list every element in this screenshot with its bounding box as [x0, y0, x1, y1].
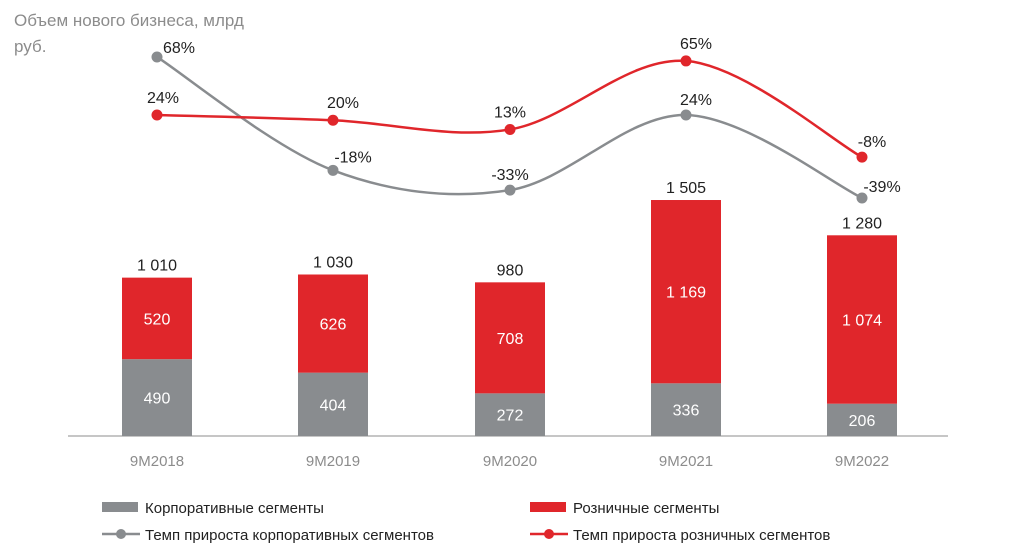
- x-tick-label: 9M2020: [483, 453, 537, 470]
- data-label-retail: 708: [497, 331, 524, 348]
- data-label-corporate: 404: [320, 397, 347, 414]
- growth-label: 13%: [494, 104, 526, 121]
- data-label-retail: 520: [144, 311, 171, 328]
- total-label: 1 030: [313, 254, 353, 271]
- data-label-retail: 1 074: [842, 312, 882, 329]
- line-marker: [151, 51, 163, 63]
- x-tick-label: 9M2022: [835, 453, 889, 470]
- line-marker: [504, 123, 516, 135]
- x-tick-label: 9M2021: [659, 453, 713, 470]
- bar-retail: [475, 282, 545, 394]
- legend-marker: [544, 529, 554, 539]
- data-label-retail: 626: [320, 317, 347, 334]
- line-marker: [680, 55, 692, 67]
- total-label: 1 505: [666, 180, 706, 197]
- line-marker: [856, 151, 868, 163]
- legend-swatch: [530, 502, 566, 512]
- growth-label: -39%: [863, 179, 900, 196]
- data-label-corporate: 490: [144, 391, 171, 408]
- growth-label: 68%: [163, 40, 195, 57]
- line-marker: [504, 184, 516, 196]
- x-tick-label: 9M2018: [130, 453, 184, 470]
- growth-label: 65%: [680, 36, 712, 53]
- legend-label: Темп прироста корпоративных сегментов: [145, 527, 434, 544]
- data-label-corporate: 272: [497, 408, 524, 425]
- bar-corporate: [651, 383, 721, 436]
- line-marker: [327, 164, 339, 176]
- bar-retail: [827, 235, 897, 404]
- total-label: 1 280: [842, 215, 882, 232]
- chart-title: Объем нового бизнеса, млрд руб.: [14, 11, 244, 56]
- legend-marker: [116, 529, 126, 539]
- bar-corporate: [122, 359, 192, 436]
- bar-retail: [122, 277, 192, 360]
- line-marker: [856, 192, 868, 204]
- total-label: 980: [497, 262, 524, 279]
- growth-label: 24%: [147, 90, 179, 107]
- data-label-retail: 1 169: [666, 285, 706, 302]
- growth-label: 24%: [680, 92, 712, 109]
- legend-label: Розничные сегменты: [573, 500, 719, 517]
- data-label-corporate: 336: [673, 403, 700, 420]
- line-marker: [680, 109, 692, 121]
- growth-label: -18%: [334, 149, 371, 166]
- legend-label: Корпоративные сегменты: [145, 500, 324, 517]
- growth-label: -33%: [491, 167, 528, 184]
- bar-retail: [298, 274, 368, 373]
- data-label-corporate: 206: [849, 413, 876, 430]
- bar-corporate: [475, 393, 545, 436]
- bar-corporate: [298, 372, 368, 436]
- bar-retail: [651, 200, 721, 384]
- growth-label: 20%: [327, 95, 359, 112]
- bar-corporate: [827, 403, 897, 436]
- x-tick-label: 9M2019: [306, 453, 360, 470]
- legend-label: Темп прироста розничных сегментов: [573, 527, 830, 544]
- legend-swatch: [102, 502, 138, 512]
- total-label: 1 010: [137, 258, 177, 275]
- line-marker: [151, 109, 163, 121]
- growth-label: -8%: [858, 134, 886, 151]
- line-marker: [327, 114, 339, 126]
